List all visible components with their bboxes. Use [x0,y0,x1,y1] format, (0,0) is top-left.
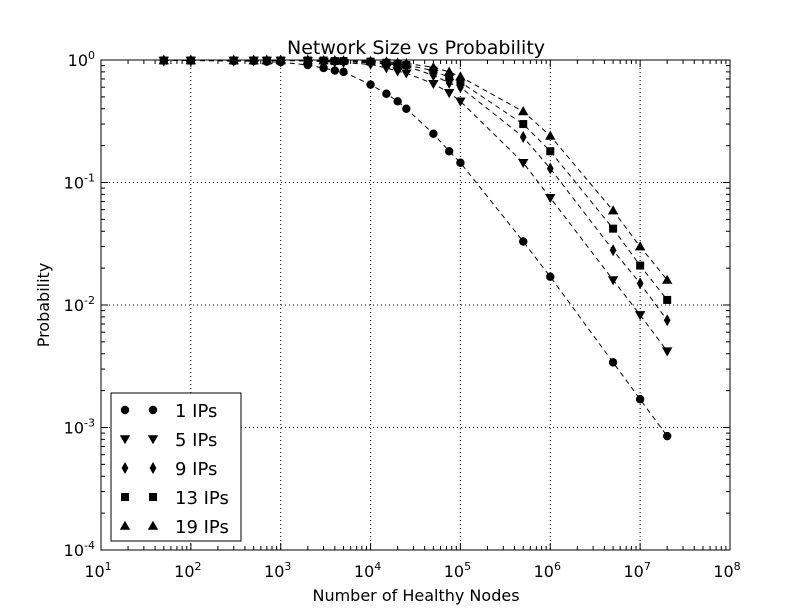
data-point-series-1 [444,147,454,156]
legend-marker-right [147,435,159,445]
data-point-series-1 [393,97,402,106]
series-fit-line-2 [163,60,668,352]
chart-title: Network Size vs Probability [287,37,545,59]
data-point-series-1 [429,129,438,138]
legend-frame [110,392,242,542]
data-point-series-1 [339,67,348,77]
data-point-layer [158,54,673,441]
legend-items: 1 IPs 5 IPs 9 IPs 13 IPs 19 IPs [119,401,229,538]
legend-label: 9 IPs [175,459,217,480]
data-point-series-3 [609,244,617,257]
y-tick-label: 10-2 [64,294,95,315]
data-point-series-2 [455,97,466,107]
x-tick-label: 106 [534,560,561,581]
data-point-series-1 [366,80,375,89]
data-point-series-5 [444,66,455,76]
data-point-series-1 [382,89,391,99]
tick-label-layer: 101 102 103 104 105 106 107 108 10-4 10-3 10-2 10-1… [64,49,741,581]
data-point-series-5 [401,57,412,68]
data-point-series-4 [636,261,645,270]
series-fit-line-1 [163,60,668,437]
legend-marker-left [120,405,130,415]
data-point-series-3 [636,277,644,290]
data-point-series-1 [519,237,528,246]
data-point-series-4 [609,224,618,233]
data-point-series-3 [519,131,527,144]
data-point-series-1 [662,431,672,441]
legend-marker-left [121,462,129,474]
y-tick-label: 10-4 [64,539,95,560]
legend-marker-right [147,520,159,530]
x-tick-label: 105 [444,560,471,581]
legend-marker-right [148,492,157,501]
data-point-series-1 [635,395,645,404]
legend-label: 19 IPs [175,517,229,538]
data-point-series-1 [330,66,340,75]
data-point-series-2 [634,311,646,321]
legend-marker-left [119,520,131,530]
legend-label: 1 IPs [175,401,217,422]
data-point-series-2 [444,89,455,99]
data-point-series-4 [519,120,528,129]
legend-marker-left [119,435,131,445]
data-point-series-5 [634,241,646,251]
legend-marker-left [121,492,130,501]
y-tick-label: 10-3 [64,417,95,438]
series-fit-line-4 [163,60,668,301]
y-axis-label: Probability [34,263,53,348]
data-point-series-2 [662,347,673,357]
series-fit-line-3 [163,60,668,321]
y-tick-label: 10-1 [64,172,95,193]
data-point-series-1 [608,358,618,367]
data-point-series-5 [518,106,529,116]
legend: 1 IPs 5 IPs 9 IPs 13 IPs 19 IPs [110,392,242,542]
legend-marker-right [148,405,158,415]
data-point-series-3 [663,314,671,327]
x-tick-label: 102 [174,560,201,581]
data-point-series-5 [381,56,392,66]
x-tick-label: 103 [264,560,291,581]
legend-marker-right [149,462,157,474]
data-point-series-5 [662,274,673,284]
x-tick-label: 101 [84,560,111,581]
fit-curve-layer [163,60,668,437]
data-point-series-4 [546,147,555,156]
data-point-series-1 [402,104,411,113]
legend-label: 13 IPs [175,488,229,509]
data-point-series-1 [546,272,555,281]
data-point-series-5 [455,71,466,81]
data-point-series-5 [545,130,556,140]
data-point-series-5 [428,62,439,72]
y-tick-label: 100 [68,49,95,70]
data-point-series-5 [607,205,619,215]
tick-layer [100,59,731,551]
data-point-series-4 [663,295,672,304]
data-point-series-2 [607,276,619,286]
x-axis-label: Number of Healthy Nodes [312,586,519,605]
series-fit-line-5 [163,60,668,281]
legend-label: 5 IPs [175,430,217,451]
x-tick-label: 107 [623,560,650,581]
x-tick-label: 104 [354,560,381,581]
data-point-series-2 [518,158,529,169]
x-tick-label: 108 [713,560,740,581]
data-point-series-1 [456,158,465,167]
data-point-series-3 [546,162,554,175]
data-point-series-2 [428,79,439,90]
data-point-series-2 [545,194,556,204]
